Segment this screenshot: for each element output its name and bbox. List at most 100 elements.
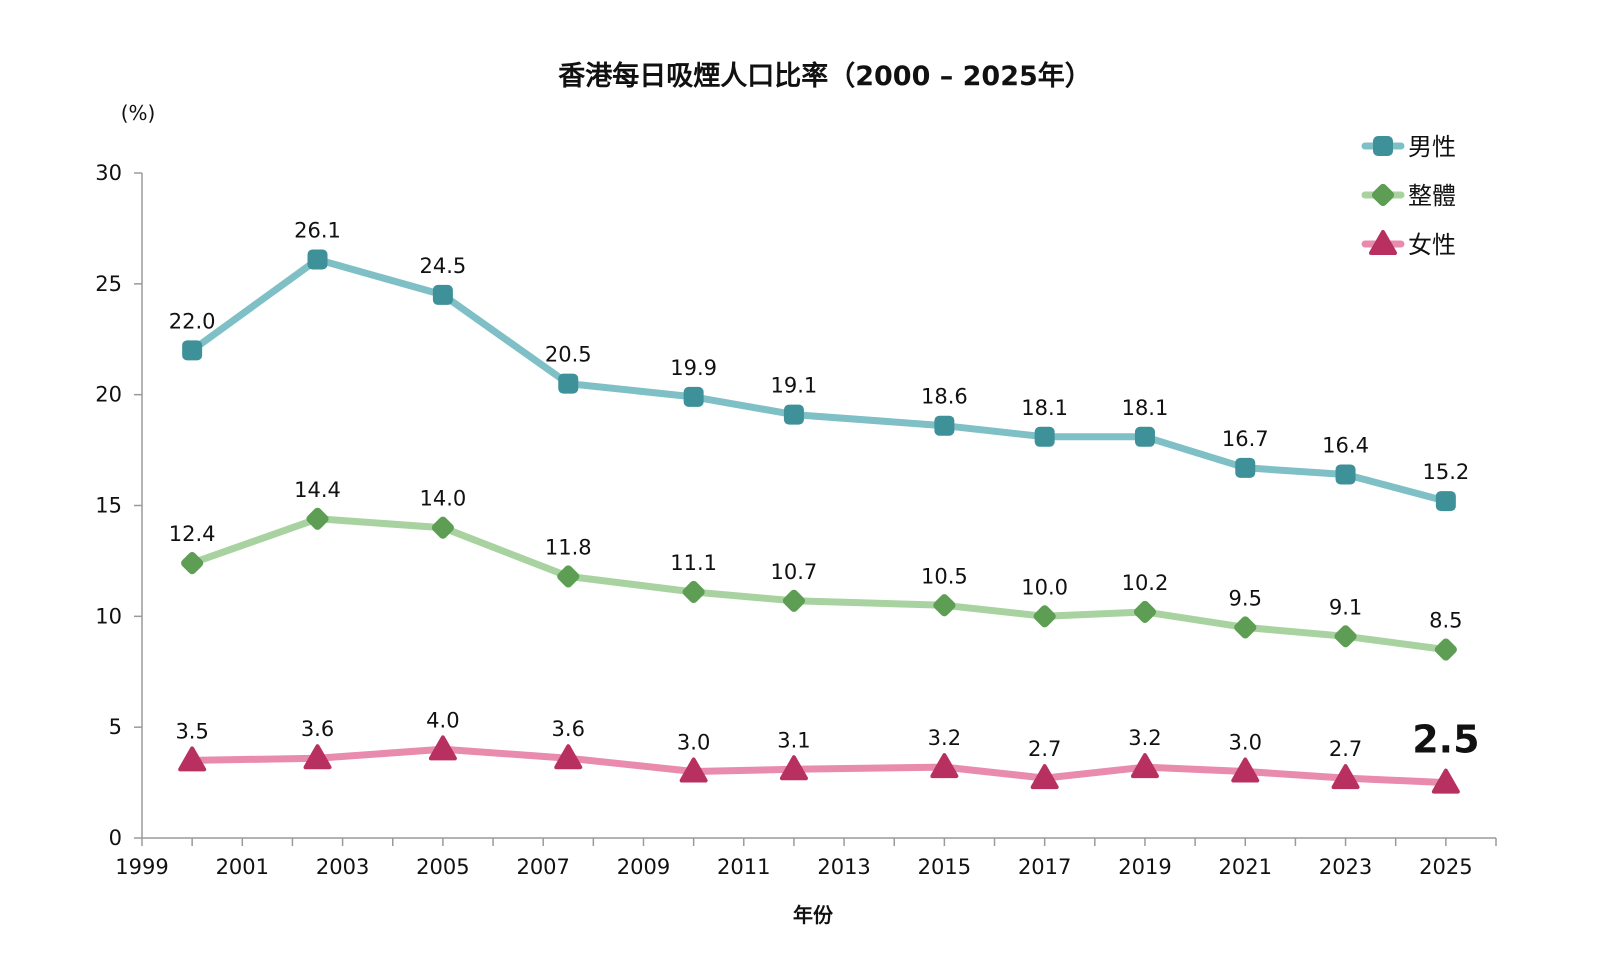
data-label: 16.4 (1322, 433, 1369, 457)
data-point (1130, 753, 1159, 779)
legend-entry-1: 整體 (1361, 182, 1456, 210)
data-point (1435, 491, 1456, 512)
series-0: 22.0 26.1 24.5 20.5 19.9 19.1 18.6 18.1 18.1 16.7… (169, 218, 1469, 512)
data-point (1030, 764, 1059, 790)
x-tick-label: 1999 (115, 855, 168, 879)
x-tick-label: 2019 (1118, 855, 1171, 879)
y-axis-unit-label: (%) (121, 101, 156, 125)
data-point (181, 552, 204, 575)
x-tick-label: 2023 (1319, 855, 1372, 879)
data-label: 19.9 (670, 356, 717, 380)
x-tick-label: 2007 (516, 855, 569, 879)
legend-marker (1369, 230, 1397, 255)
data-label: 2.5 (1412, 718, 1479, 762)
data-label: 10.2 (1122, 571, 1169, 595)
data-point (1434, 638, 1457, 661)
y-tick-label: 5 (109, 715, 122, 739)
data-point (303, 744, 332, 770)
data-label: 14.0 (420, 487, 467, 511)
y-tick-label: 10 (95, 604, 122, 628)
data-point (679, 757, 708, 783)
legend-label: 女性 (1408, 231, 1456, 259)
data-label: 3.1 (777, 728, 810, 752)
data-label: 18.1 (1122, 396, 1169, 420)
chart-title: 香港每日吸煙人口比率（2000 – 2025年） (558, 60, 1092, 92)
data-point (1335, 464, 1356, 485)
y-tick-label: 25 (95, 272, 122, 296)
data-point (554, 744, 583, 770)
x-tick-label: 2025 (1419, 855, 1472, 879)
data-label: 15.2 (1422, 460, 1469, 484)
x-tick-label: 2001 (216, 855, 269, 879)
data-label: 16.7 (1222, 427, 1269, 451)
x-tick-label: 2009 (617, 855, 670, 879)
series-line (188, 515, 1450, 654)
x-tick-label: 2021 (1219, 855, 1272, 879)
series-1: 12.4 14.4 14.0 11.8 11.1 10.7 10.5 10.0 10.2 9.5 9… (169, 478, 1463, 661)
y-tick-label: 20 (95, 383, 122, 407)
data-point (1134, 426, 1155, 447)
data-point (307, 249, 328, 270)
x-tick-label: 2005 (416, 855, 469, 879)
data-label: 3.0 (677, 731, 710, 755)
data-point (1334, 625, 1357, 648)
data-point (1431, 768, 1460, 794)
series-line (188, 745, 1450, 787)
series-line (188, 256, 1450, 505)
legend-entry-2: 女性 (1361, 230, 1456, 259)
data-point (557, 565, 580, 588)
legend-marker (1373, 136, 1393, 156)
data-point (306, 507, 329, 530)
legend-label: 男性 (1408, 133, 1456, 161)
x-tick-label: 2013 (817, 855, 870, 879)
data-point (683, 386, 704, 407)
data-label: 3.5 (175, 719, 208, 743)
legend-entry-0: 男性 (1361, 133, 1456, 161)
data-label: 9.5 (1229, 586, 1262, 610)
data-label: 19.1 (771, 374, 818, 398)
data-label: 3.2 (928, 726, 961, 750)
data-label: 24.5 (420, 254, 467, 278)
series-2: 3.5 3.6 4.0 3.6 3.0 3.1 3.2 2.7 3.2 3.0 2.7 2.5 (175, 708, 1480, 794)
data-label: 10.0 (1021, 575, 1068, 599)
data-label: 3.0 (1229, 731, 1262, 755)
x-tick-label: 2015 (918, 855, 971, 879)
data-label: 26.1 (294, 218, 341, 242)
x-axis-title: 年份 (793, 903, 834, 927)
data-label: 11.8 (545, 535, 592, 559)
data-label: 18.1 (1021, 396, 1068, 420)
data-point (934, 415, 955, 436)
data-label: 2.7 (1329, 737, 1362, 761)
data-label: 3.6 (552, 717, 585, 741)
data-label: 12.4 (169, 522, 216, 546)
series-layer: 22.0 26.1 24.5 20.5 19.9 19.1 18.6 18.1 18.1 16.7… (169, 218, 1480, 794)
data-label: 10.5 (921, 564, 968, 588)
data-point (1133, 600, 1157, 623)
data-point (1034, 426, 1055, 447)
data-label: 14.4 (294, 478, 341, 502)
x-tick-label: 2017 (1018, 855, 1071, 879)
data-label: 3.6 (301, 717, 334, 741)
data-label: 22.0 (169, 309, 216, 333)
data-label: 20.5 (545, 343, 592, 367)
data-point (431, 516, 454, 539)
data-point (930, 753, 959, 779)
y-tick-label: 0 (109, 826, 122, 850)
data-point (1235, 457, 1256, 478)
legend-label: 整體 (1408, 182, 1456, 210)
data-point (1331, 764, 1360, 790)
x-tick-label: 2003 (316, 855, 369, 879)
data-point (682, 580, 705, 604)
data-point (1234, 616, 1257, 639)
data-point (432, 284, 453, 305)
y-tick-label: 30 (95, 161, 122, 185)
data-point (428, 735, 457, 761)
x-tick-label: 2011 (717, 855, 770, 879)
data-label: 11.1 (670, 551, 717, 575)
data-label: 2.7 (1028, 737, 1061, 761)
data-point (1033, 605, 1056, 628)
